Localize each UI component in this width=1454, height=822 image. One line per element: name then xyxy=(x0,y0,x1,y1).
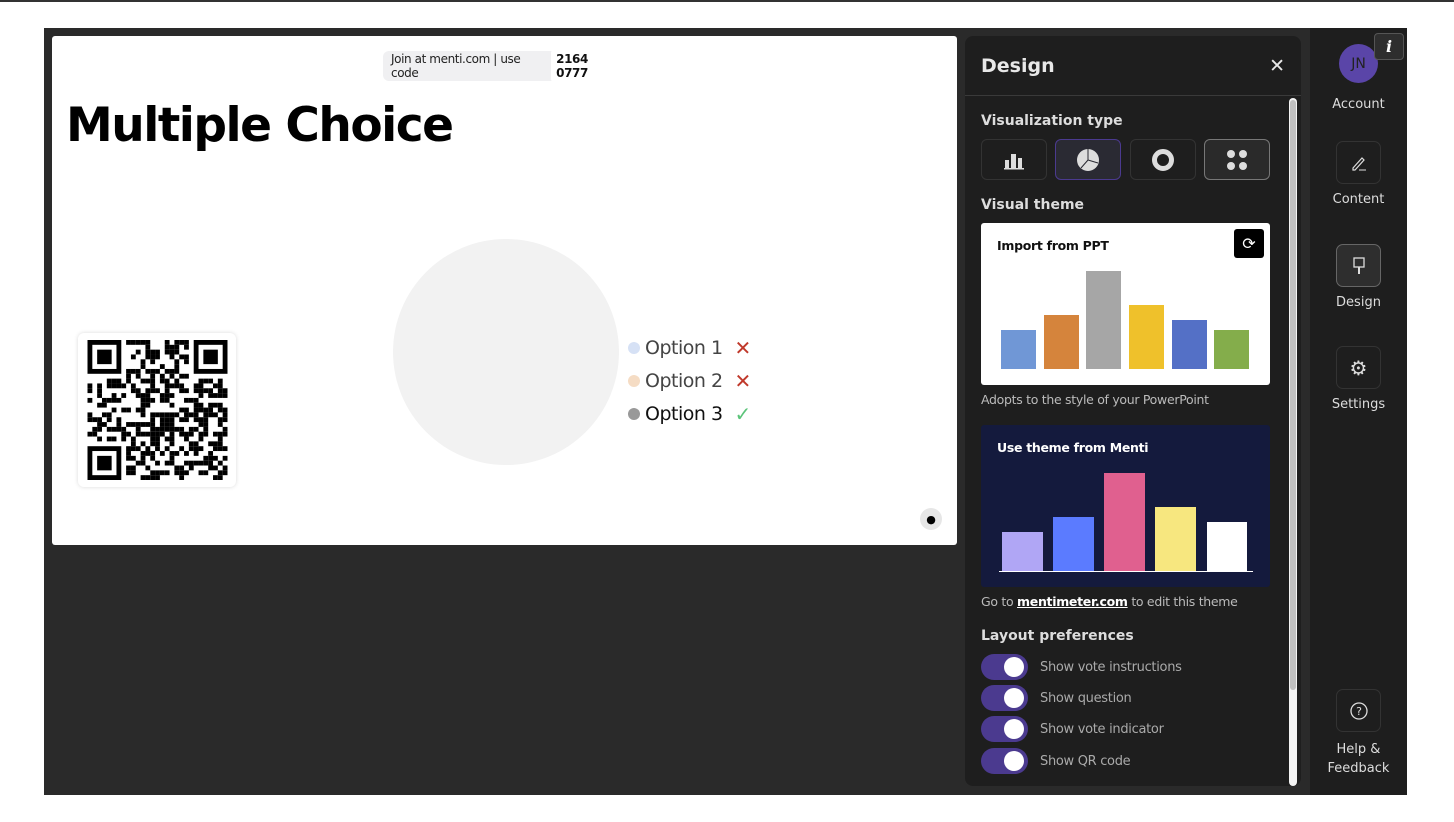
design-panel: Design ✕ Visualization type Visual theme… xyxy=(965,36,1301,786)
toggle-row: Show vote instructions xyxy=(981,654,1182,680)
gear-icon: ⚙ xyxy=(1336,346,1381,389)
bar-chart-button[interactable] xyxy=(981,139,1047,180)
sidebar-label: Content xyxy=(1332,192,1385,207)
donut-chart-button[interactable] xyxy=(1130,139,1196,180)
toggle-label: Show vote instructions xyxy=(1040,659,1182,675)
toggle-switch[interactable] xyxy=(981,748,1028,774)
dots-icon xyxy=(1227,149,1247,170)
theme-bar xyxy=(1002,532,1043,571)
incorrect-icon: ✕ xyxy=(734,369,752,393)
legend-label: Option 2 xyxy=(645,370,723,392)
toggle-label: Show QR code xyxy=(1040,753,1131,769)
incorrect-icon: ✕ xyxy=(734,336,752,360)
legend-dot xyxy=(628,342,640,354)
theme-bar xyxy=(1172,320,1207,369)
right-sidebar: JN Account Content Design ⚙ Settings ? H… xyxy=(1310,28,1407,795)
legend-label: Option 1 xyxy=(645,337,723,359)
join-text: Join at menti.com | use code xyxy=(391,52,521,80)
note-text: Go to xyxy=(981,594,1014,609)
dots-button[interactable] xyxy=(1204,139,1270,180)
theme-card-menti[interactable]: Use theme from Menti xyxy=(981,425,1270,587)
toggle-row: Show vote indicator xyxy=(981,716,1164,742)
toggle-switch[interactable] xyxy=(981,654,1028,680)
theme-bar xyxy=(1053,517,1094,571)
theme-bar xyxy=(1086,271,1121,369)
close-icon[interactable]: ✕ xyxy=(1269,54,1285,77)
qr-code xyxy=(78,333,236,487)
mentimeter-link[interactable]: mentimeter.com xyxy=(1017,594,1128,609)
sidebar-item-help[interactable]: ? Help & Feedback xyxy=(1310,689,1407,778)
join-code: 2164 0777 xyxy=(551,49,626,83)
theme-bar xyxy=(1207,522,1247,571)
sidebar-label: Account xyxy=(1332,97,1385,112)
scrollbar-thumb[interactable] xyxy=(1290,100,1296,690)
pencil-icon xyxy=(1336,141,1381,184)
toggle-row: Show QR code xyxy=(981,748,1131,774)
theme-bar xyxy=(1104,473,1145,571)
toggle-label: Show question xyxy=(1040,690,1132,706)
correct-icon: ✓ xyxy=(734,402,752,426)
sidebar-label: Help & Feedback xyxy=(1327,742,1390,776)
sidebar-item-account[interactable]: JN Account xyxy=(1310,44,1407,112)
pie-chart-button[interactable] xyxy=(1055,139,1121,180)
theme-card-label: Import from PPT xyxy=(997,238,1109,253)
visualization-type-label: Visualization type xyxy=(981,113,1123,129)
sidebar-label: Design xyxy=(1336,295,1381,310)
legend-item-option-1: Option 1 ✕ xyxy=(628,336,751,360)
theme-baseline xyxy=(999,571,1253,572)
theme-bar xyxy=(1001,330,1036,369)
theme-bar xyxy=(1155,507,1196,571)
theme-card-label: Use theme from Menti xyxy=(997,440,1149,455)
svg-text:?: ? xyxy=(1356,705,1362,718)
layout-preferences-label: Layout preferences xyxy=(981,628,1134,644)
ppt-note: Adopts to the style of your PowerPoint xyxy=(981,392,1209,407)
toggle-switch[interactable] xyxy=(981,716,1028,742)
sidebar-label: Settings xyxy=(1331,397,1386,412)
legend-dot xyxy=(628,408,640,420)
visual-theme-label: Visual theme xyxy=(981,197,1085,213)
pie-chart xyxy=(393,239,619,465)
qr-code-image xyxy=(87,340,228,480)
legend-item-option-3: Option 3 ✓ xyxy=(628,402,751,426)
menti-note: Go to mentimeter.com to edit this theme xyxy=(981,594,1238,609)
toggle-switch[interactable] xyxy=(981,685,1028,711)
help-icon: ? xyxy=(1336,689,1381,732)
refresh-icon[interactable]: ⟳ xyxy=(1234,229,1264,258)
theme-bar xyxy=(1129,305,1164,369)
sidebar-item-settings[interactable]: ⚙ Settings xyxy=(1310,346,1407,412)
toggle-label: Show vote indicator xyxy=(1040,721,1164,737)
pie-chart-icon xyxy=(1077,148,1099,171)
scrollbar[interactable] xyxy=(1289,98,1297,786)
theme-bar xyxy=(1214,330,1249,369)
bar-chart-icon xyxy=(1004,153,1024,169)
legend-item-option-2: Option 2 ✕ xyxy=(628,369,751,393)
legend-dot xyxy=(628,375,640,387)
avatar[interactable]: JN xyxy=(1339,44,1378,83)
slide-title: Multiple Choice xyxy=(66,98,454,153)
donut-chart-icon xyxy=(1152,148,1174,171)
slide-preview[interactable]: Join at menti.com | use code 2164 0777 M… xyxy=(52,36,957,545)
person-icon[interactable]: ● xyxy=(920,508,942,530)
top-border xyxy=(0,0,1454,2)
info-icon[interactable]: i xyxy=(1374,33,1404,60)
paintbrush-icon xyxy=(1336,244,1381,287)
note-text: to edit this theme xyxy=(1131,594,1238,609)
legend-label: Option 3 xyxy=(645,403,723,425)
join-instructions: Join at menti.com | use code 2164 0777 xyxy=(383,49,626,83)
panel-title: Design xyxy=(981,54,1055,77)
sidebar-item-design[interactable]: Design xyxy=(1310,244,1407,310)
theme-bar xyxy=(1044,315,1079,369)
sidebar-item-content[interactable]: Content xyxy=(1310,141,1407,207)
toggle-row: Show question xyxy=(981,685,1132,711)
theme-card-ppt[interactable]: Import from PPT ⟳ xyxy=(981,223,1270,385)
